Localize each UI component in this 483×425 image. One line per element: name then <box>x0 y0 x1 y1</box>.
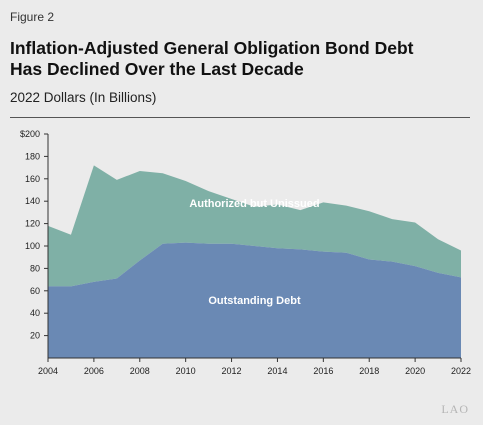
figure-label: Figure 2 <box>10 10 55 24</box>
chart-title-line-1: Inflation-Adjusted General Obligation Bo… <box>10 38 414 58</box>
x-tick-label: 2018 <box>359 366 379 376</box>
title-divider <box>10 117 470 118</box>
x-tick-label: 2004 <box>38 366 58 376</box>
x-tick-label: 2006 <box>84 366 104 376</box>
label-outstanding-debt: Outstanding Debt <box>208 295 301 307</box>
chart-title: Inflation-Adjusted General Obligation Bo… <box>10 38 470 80</box>
y-axis: 20 40 60 80 100 120 140 160 180 $200 <box>20 129 49 358</box>
y-tick-label: 20 <box>30 331 40 341</box>
y-tick-label: 80 <box>30 263 40 273</box>
x-tick-label: 2020 <box>405 366 425 376</box>
chart-subtitle: 2022 Dollars (In Billions) <box>10 90 157 105</box>
area-authorized-but-unissued <box>48 165 461 287</box>
y-tick-label: 140 <box>25 196 40 206</box>
lao-logo: LAO <box>441 402 469 416</box>
chart-areas <box>48 165 461 358</box>
x-axis: 2004 2006 2008 2010 2012 2014 2016 2018 2020 2022 <box>38 357 471 376</box>
area-outstanding-debt <box>48 242 461 358</box>
y-tick-label: 40 <box>30 308 40 318</box>
label-authorized-but-unissued: Authorized but Unissued <box>189 198 319 210</box>
x-tick-label: 2016 <box>313 366 333 376</box>
y-tick-label: 120 <box>25 219 40 229</box>
y-tick-label: 100 <box>25 241 40 251</box>
chart-title-line-2: Has Declined Over the Last Decade <box>10 59 304 79</box>
x-tick-label: 2014 <box>267 366 287 376</box>
x-tick-label: 2010 <box>176 366 196 376</box>
area-labels: Authorized but Unissued Outstanding Debt <box>189 198 319 307</box>
x-tick-label: 2012 <box>222 366 242 376</box>
x-tick-label: 2022 <box>451 366 471 376</box>
y-tick-label: 160 <box>25 174 40 184</box>
y-tick-label: $200 <box>20 129 40 139</box>
x-tick-label: 2008 <box>130 366 150 376</box>
y-tick-label: 60 <box>30 286 40 296</box>
y-tick-label: 180 <box>25 151 40 161</box>
